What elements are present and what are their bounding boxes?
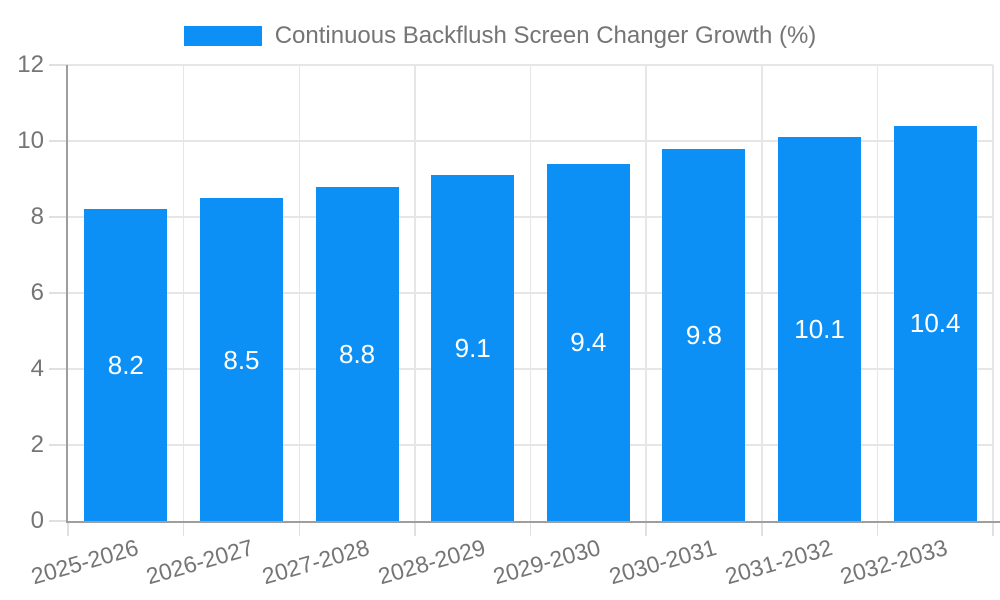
x-tick [414,521,416,536]
x-tick [529,521,532,536]
x-gridline [876,65,879,521]
bar-2028-2029 [431,175,515,521]
x-axis-tick-label: 2030-2031 [606,534,720,590]
bar-value-label: 10.1 [794,314,845,345]
x-tick [992,521,994,536]
y-axis-tick-label: 6 [30,279,44,306]
bar-value-label: 9.1 [454,333,491,364]
x-tick [67,521,69,536]
y-tick [49,140,68,142]
x-axis-tick-label: 2028-2029 [374,534,488,590]
bar-2031-2032 [778,137,862,521]
y-tick [49,292,68,294]
x-gridline [645,65,647,521]
bar-2026-2027 [199,198,283,521]
bar-2025-2026 [84,209,168,521]
bar-value-label: 9.4 [570,327,607,358]
y-axis-tick-label: 2 [30,431,44,458]
x-tick [876,521,879,536]
x-axis-tick-label: 2025-2026 [28,534,141,590]
x-axis-line [66,521,1000,523]
x-gridline [529,65,532,521]
legend: Continuous Backflush Screen Changer Grow… [0,22,1000,50]
x-gridline [298,65,300,521]
bar-value-label: 10.4 [909,308,961,339]
bar-2027-2028 [315,186,399,521]
bar-value-label: 9.8 [685,319,723,350]
y-tick [49,216,68,218]
y-axis-tick-label: 12 [17,51,44,78]
bar-value-label: 8.8 [338,338,376,369]
y-axis-tick-label: 10 [17,127,44,154]
y-axis-tick-label: 0 [30,507,44,534]
x-tick [645,521,647,536]
bar-2030-2031 [662,148,746,521]
x-axis-tick-label: 2031-2032 [721,534,835,590]
legend-label: Continuous Backflush Screen Changer Grow… [274,22,817,49]
y-tick [49,64,68,66]
bar-value-label: 8.5 [223,344,260,375]
y-axis-line [66,65,68,523]
x-gridline [182,65,185,521]
bar-2032-2033 [893,125,977,521]
x-tick [298,521,300,536]
x-gridline [414,65,416,521]
x-axis-tick-label: 2032-2033 [837,534,951,590]
bar-2029-2030 [546,163,630,521]
bar-value-label: 8.2 [107,350,144,381]
x-gridline [761,65,763,521]
y-tick [49,368,68,370]
x-axis-tick-label: 2027-2028 [259,534,373,590]
x-tick [761,521,763,536]
x-axis-tick-label: 2026-2027 [143,534,257,590]
y-tick [49,520,68,522]
x-axis-tick-label: 2029-2030 [490,534,604,590]
y-tick [49,444,68,446]
x-gridline [992,65,994,521]
legend-swatch [183,26,262,46]
x-tick [182,521,185,536]
y-axis-tick-label: 4 [30,355,44,382]
y-axis-tick-label: 8 [30,203,44,230]
